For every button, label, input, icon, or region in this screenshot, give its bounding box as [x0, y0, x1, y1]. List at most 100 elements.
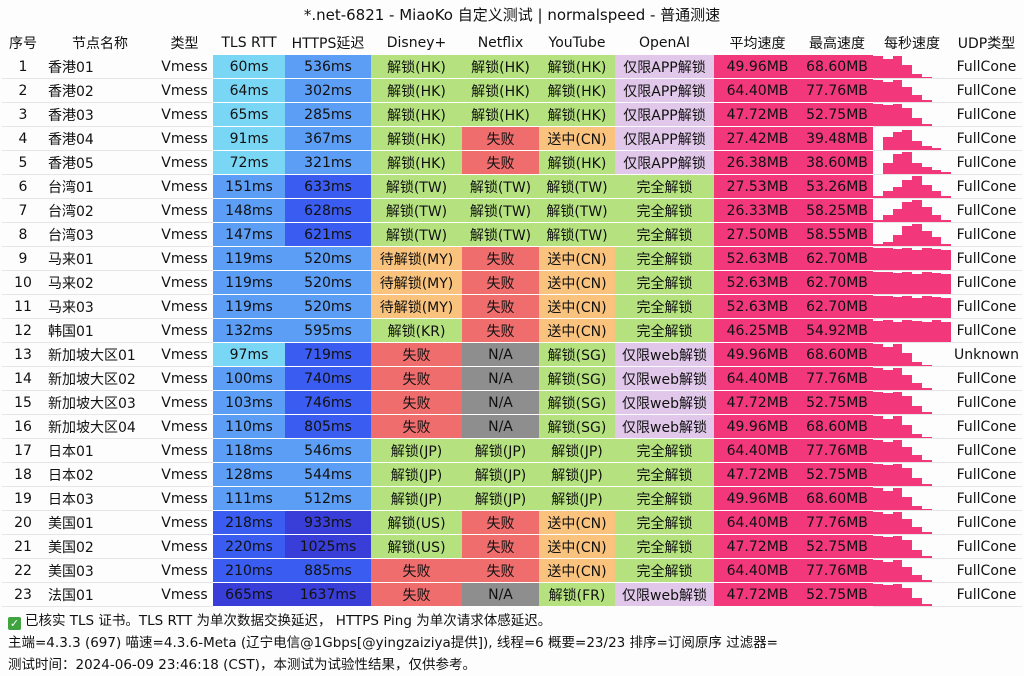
table-row[interactable]: 16 新加坡大区04 Vmess 110ms 805ms 失败 N/A 解锁(SG) 仅限web… [2, 414, 1022, 439]
node-name: 台湾01 [44, 174, 156, 199]
column-header[interactable]: Netflix [477, 34, 524, 51]
column-header[interactable]: OpenAI [638, 34, 691, 51]
speed-bar [892, 249, 903, 270]
table-row[interactable]: 17 日本01 Vmess 118ms 546ms 解锁(JP) 解锁(JP) 解锁(JP) 完… [2, 438, 1022, 463]
avg-speed: 47.72MB [714, 534, 801, 559]
column-header[interactable]: TLS RTT [221, 34, 277, 51]
openai-status: 完全解锁 [615, 294, 714, 319]
per-second-speed-chart [873, 318, 951, 343]
per-second-speed-chart [873, 102, 951, 127]
column-header[interactable]: 平均速度 [729, 35, 786, 52]
tls-rtt: 103ms [213, 390, 285, 415]
speed-bar [941, 322, 951, 342]
row-number: 15 [2, 390, 44, 415]
table-row[interactable]: 9 马来01 Vmess 119ms 520ms 待解锁(MY) 失败 送中(CN) 完全解锁 5… [2, 246, 1022, 271]
disney-status: 解锁(TW) [371, 198, 462, 223]
table-row[interactable]: 6 台湾01 Vmess 151ms 633ms 解锁(TW) 解锁(TW) 解锁(TW) 完全… [2, 174, 1022, 199]
column-header[interactable]: 每秒速度 [884, 35, 940, 52]
node-type: Vmess [156, 222, 213, 247]
column-header[interactable]: 序号 [9, 35, 37, 52]
youtube-status: 送中(CN) [539, 246, 615, 271]
speed-bar [912, 163, 922, 174]
table-row[interactable]: 7 台湾02 Vmess 148ms 628ms 解锁(TW) 解锁(TW) 解锁(TW) 完全… [2, 198, 1022, 223]
column-header[interactable]: UDP类型 [957, 35, 1016, 52]
disney-status: 解锁(KR) [371, 318, 462, 343]
table-row[interactable]: 5 香港05 Vmess 72ms 321ms 解锁(HK) 失败 解锁(HK) 仅限APP解锁… [2, 150, 1022, 175]
speed-bar [931, 170, 942, 174]
table-row[interactable]: 15 新加坡大区03 Vmess 103ms 746ms 失败 N/A 解锁(SG) 仅限web… [2, 390, 1022, 415]
speed-bar [921, 604, 932, 606]
openai-status: 仅限APP解锁 [615, 55, 714, 79]
max-speed: 53.26MB [801, 174, 873, 199]
column-header[interactable]: 最高速度 [809, 35, 865, 52]
https-latency: 302ms [285, 78, 371, 103]
avg-speed: 47.72MB [714, 390, 801, 415]
speed-bar [882, 296, 893, 318]
netflix-status: 解锁(TW) [462, 222, 539, 247]
tls-rtt: 151ms [213, 174, 285, 199]
table-row[interactable]: 22 美国03 Vmess 210ms 885ms 失败 失败 送中(CN) 完全解锁 64.40… [2, 558, 1022, 583]
disney-status: 解锁(HK) [371, 126, 462, 151]
table-row[interactable]: 19 日本03 Vmess 111ms 512ms 解锁(JP) 解锁(JP) 解锁(JP) 完… [2, 486, 1022, 511]
table-row[interactable]: 13 新加坡大区01 Vmess 97ms 719ms 失败 N/A 解锁(SG) 仅限web解… [2, 342, 1022, 367]
speed-bar [902, 248, 912, 270]
youtube-status: 解锁(TW) [539, 222, 615, 247]
table-row[interactable]: 11 马来03 Vmess 119ms 520ms 待解锁(MY) 失败 送中(CN) 完全解锁… [2, 294, 1022, 319]
per-second-speed-chart [873, 558, 951, 583]
udp-type: FullCone [951, 246, 1022, 271]
table-row[interactable]: 20 美国01 Vmess 218ms 933ms 解锁(US) 失败 送中(CN) 完全解锁 6… [2, 510, 1022, 535]
node-type: Vmess [156, 366, 213, 391]
node-name: 马来03 [44, 294, 156, 319]
speed-sparkline [873, 391, 951, 414]
table-row[interactable]: 14 新加坡大区02 Vmess 100ms 740ms 失败 N/A 解锁(SG) 仅限web… [2, 366, 1022, 391]
speed-bar [941, 244, 951, 246]
node-type: Vmess [156, 582, 213, 607]
column-header[interactable]: YouTube [548, 34, 606, 51]
speed-bar [902, 447, 912, 462]
table-row[interactable]: 3 香港03 Vmess 65ms 285ms 解锁(HK) 解锁(HK) 解锁(HK) 仅限A… [2, 102, 1022, 127]
column-header[interactable]: HTTPS延迟 [291, 35, 365, 52]
table-row[interactable]: 10 马来02 Vmess 119ms 520ms 待解锁(MY) 失败 送中(CN) 完全解锁… [2, 270, 1022, 295]
avg-speed: 49.96MB [714, 486, 801, 511]
speed-bar [882, 465, 893, 486]
youtube-status: 解锁(JP) [539, 462, 615, 487]
https-latency: 520ms [285, 294, 371, 319]
speed-bar [882, 585, 893, 606]
node-name: 新加坡大区04 [44, 414, 156, 439]
row-number: 16 [2, 414, 44, 439]
table-row[interactable]: 4 香港04 Vmess 91ms 367ms 解锁(HK) 失败 送中(CN) 仅限APP解锁… [2, 126, 1022, 151]
table-row[interactable]: 18 日本02 Vmess 128ms 544ms 解锁(JP) 解锁(JP) 解锁(JP) 完… [2, 462, 1022, 487]
node-name: 马来02 [44, 270, 156, 295]
row-number: 21 [2, 534, 44, 559]
avg-speed: 49.96MB [714, 342, 801, 367]
speed-bar [931, 191, 942, 198]
tls-rtt: 210ms [213, 558, 285, 583]
netflix-status: 失败 [462, 510, 539, 535]
column-header[interactable]: 节点名称 [72, 35, 128, 52]
column-header[interactable]: Disney+ [386, 34, 447, 51]
tls-rtt: 665ms [213, 582, 285, 607]
disney-status: 待解锁(MY) [371, 270, 462, 295]
speed-bar [892, 416, 903, 438]
speed-bar [912, 74, 922, 78]
udp-type: FullCone [951, 414, 1022, 439]
per-second-speed-chart [873, 55, 951, 79]
avg-speed: 47.72MB [714, 462, 801, 487]
speed-bar [921, 437, 932, 438]
udp-type: FullCone [951, 318, 1022, 343]
speed-sparkline [873, 439, 951, 462]
table-row[interactable]: 12 韩国01 Vmess 132ms 595ms 解锁(KR) 失败 送中(CN) 完全解锁 4… [2, 318, 1022, 343]
speed-bar [892, 368, 903, 390]
table-row[interactable]: 8 台湾03 Vmess 147ms 621ms 解锁(TW) 解锁(TW) 解锁(TW) 完全… [2, 222, 1022, 247]
speed-bar [882, 242, 893, 246]
table-row[interactable]: 21 美国02 Vmess 220ms 1025ms 解锁(US) 失败 送中(CN) 完全解锁… [2, 534, 1022, 559]
table-row[interactable]: 23 法国01 Vmess 665ms 1637ms 失败 N/A 解锁(FR) 仅限web解锁… [2, 582, 1022, 607]
speed-bar [912, 141, 922, 150]
table-row[interactable]: 2 香港02 Vmess 64ms 302ms 解锁(HK) 解锁(HK) 解锁(HK) 仅限A… [2, 78, 1022, 103]
openai-status: 完全解锁 [615, 462, 714, 487]
disney-status: 失败 [371, 414, 462, 439]
per-second-speed-chart [873, 198, 951, 223]
column-header[interactable]: 类型 [170, 35, 199, 52]
speed-bar [912, 321, 922, 342]
table-row[interactable]: 1 香港01 Vmess 60ms 536ms 解锁(HK) 解锁(HK) 解锁(HK) 仅限A… [2, 55, 1022, 79]
